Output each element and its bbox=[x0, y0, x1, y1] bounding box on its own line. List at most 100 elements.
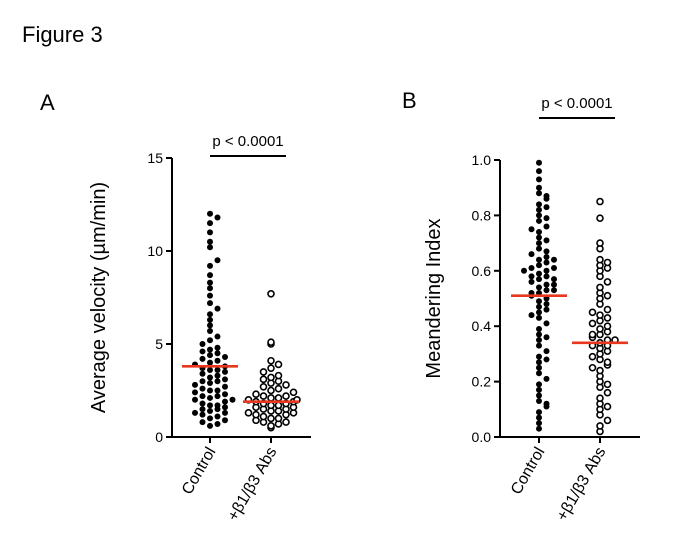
panel-b-data-point-control bbox=[528, 251, 535, 258]
panel-a-data-point-control bbox=[199, 378, 206, 385]
panel-b-data-point-antibodies bbox=[603, 278, 612, 286]
panel-b-data-point-control bbox=[536, 298, 542, 305]
panel-b-data-point-control bbox=[536, 190, 542, 197]
panel-b-y-tick-label: 0.2 bbox=[472, 374, 492, 390]
panel-a-data-point-control bbox=[207, 300, 213, 307]
panel-b-data-point-control bbox=[536, 325, 542, 332]
panel-b-data-point-control bbox=[551, 276, 557, 283]
panel-b-data-point-control bbox=[536, 386, 542, 393]
panel-b-data-point-control bbox=[551, 256, 557, 263]
panel-a-data-point-antibodies bbox=[282, 418, 290, 426]
panel-b-data-point-antibodies bbox=[596, 311, 604, 319]
panel-b-y-axis-label: Meandering Index bbox=[423, 218, 445, 378]
panel-b-label: B bbox=[402, 88, 417, 113]
panel-a-data-point-antibodies bbox=[274, 384, 283, 393]
panel-a-data-point-control bbox=[207, 402, 213, 409]
panel-a-data-point-control bbox=[199, 411, 206, 418]
panel-b-data-point-antibodies bbox=[588, 308, 597, 317]
panel-a-data-point-control bbox=[222, 368, 228, 375]
panel-b-data-point-control bbox=[536, 176, 542, 183]
panel-b-data-point-antibodies bbox=[588, 352, 597, 361]
panel-a-data-point-antibodies bbox=[282, 381, 290, 389]
panel-b-data-point-control bbox=[536, 314, 542, 321]
panel-a-data-point-control bbox=[192, 381, 198, 388]
panel-a-data-point-control bbox=[199, 393, 206, 400]
panel-b-data-point-control bbox=[536, 392, 542, 399]
panel-a-y-tick-label: 0 bbox=[155, 429, 163, 445]
panel-b-data-point-control bbox=[536, 370, 542, 377]
panel-a-data-point-control bbox=[214, 350, 221, 357]
panel-b-data-point-antibodies bbox=[596, 239, 604, 247]
panel-b-data-point-antibodies bbox=[603, 380, 612, 389]
panel-a-data-point-antibodies bbox=[267, 414, 275, 423]
panel-a-data-point-control bbox=[222, 391, 228, 398]
panel-b-data-point-antibodies bbox=[596, 366, 604, 375]
panel-a-data-point-control bbox=[207, 346, 213, 353]
panel-a-data-point-control bbox=[207, 327, 213, 334]
panel-b-data-point-control bbox=[543, 215, 550, 222]
panel-b-data-point-control bbox=[543, 259, 550, 266]
panel-b-y-tick-label: 1.0 bbox=[472, 152, 492, 168]
panel-a-data-point-control bbox=[214, 420, 221, 427]
panel-a-data-point-control bbox=[199, 400, 206, 407]
panel-a-data-point-control bbox=[207, 244, 213, 251]
panel-b-x-tick-label-antibodies: +β1/β3 Abs bbox=[554, 445, 610, 525]
panel-a-data-point-control bbox=[207, 272, 213, 279]
panel-a-data-point-antibodies bbox=[274, 414, 283, 423]
panel-a-data-point-antibodies bbox=[274, 371, 283, 380]
panel-a-y-tick-label: 5 bbox=[155, 336, 163, 352]
panel-b-data-point-antibodies bbox=[603, 358, 612, 367]
panel-b-significance-label: p < 0.0001 bbox=[541, 95, 612, 112]
panel-b-data-point-control bbox=[536, 381, 542, 388]
panel-b-data-point-control bbox=[543, 281, 550, 288]
panel-b-data-point-control bbox=[536, 184, 542, 191]
panel-b-data-point-control bbox=[543, 273, 550, 280]
panel-b-data-point-control bbox=[536, 262, 542, 269]
panel-b-data-point-control bbox=[536, 276, 542, 283]
panel-a-data-point-control bbox=[207, 316, 213, 323]
panel-b-data-point-control bbox=[536, 331, 542, 338]
panel-a-data-point-control bbox=[199, 355, 206, 362]
panel-b-data-point-control bbox=[536, 240, 542, 247]
panel-b-y-tick-label: 0.8 bbox=[472, 207, 492, 223]
panel-b-data-point-control bbox=[536, 397, 542, 404]
panel-a-data-point-control bbox=[192, 389, 198, 396]
panel-b-data-point-control bbox=[536, 217, 542, 224]
panel-a-data-point-control bbox=[214, 413, 221, 420]
panel-b-data-point-control bbox=[536, 270, 542, 277]
panel-b-data-point-control bbox=[536, 364, 542, 371]
panel-a-data-point-control bbox=[207, 337, 213, 344]
panel-a-data-point-control bbox=[222, 376, 228, 383]
panel-a-y-axis-label: Average velocity (µm/min) bbox=[88, 182, 110, 413]
panel-a-data-point-control bbox=[222, 398, 228, 405]
panel-a-data-point-antibodies bbox=[274, 394, 283, 402]
panel-b-data-point-control bbox=[551, 287, 557, 294]
panel-b-data-point-control bbox=[543, 287, 550, 294]
panel-a-y-ticks: 0 5 10 15 bbox=[147, 150, 163, 445]
panel-b-y-tick-label: 0.0 bbox=[472, 429, 492, 445]
panel-a-data-point-control bbox=[207, 279, 213, 286]
panel-a-y-tick-label: 10 bbox=[147, 243, 163, 259]
panel-a-data-point-control bbox=[214, 357, 221, 364]
panel-b-data-point-control bbox=[536, 337, 542, 344]
panel-b-data-point-control bbox=[536, 342, 542, 349]
panel-b-data-point-control bbox=[543, 334, 550, 341]
panel-a-data-point-antibodies bbox=[274, 360, 283, 369]
panel-b-data-point-antibodies bbox=[588, 363, 597, 372]
panel-a-data-point-antibodies bbox=[267, 394, 275, 402]
panel-b-data-point-antibodies bbox=[603, 305, 612, 314]
panel-a-data-point-control bbox=[199, 419, 206, 426]
panel-a-data-point-antibodies bbox=[267, 289, 275, 298]
panel-a-data-point-antibodies bbox=[282, 392, 290, 400]
panel-a-data-point-antibodies bbox=[267, 401, 275, 410]
panel-b-y-tick-label: 0.6 bbox=[472, 263, 492, 279]
panel-b-data-point-control bbox=[536, 168, 542, 175]
panel-b-data-point-control bbox=[543, 223, 550, 230]
panel-b-data-point-antibodies bbox=[596, 422, 604, 430]
panel-b-data-point-control bbox=[528, 312, 535, 319]
panel-b-data-point-antibodies bbox=[603, 314, 612, 322]
panel-b-data-point-control bbox=[543, 267, 550, 274]
panel-b-data-point-control bbox=[543, 320, 550, 327]
panel-b-data-point-control bbox=[543, 193, 550, 200]
panel-b-data-point-control bbox=[551, 265, 557, 272]
